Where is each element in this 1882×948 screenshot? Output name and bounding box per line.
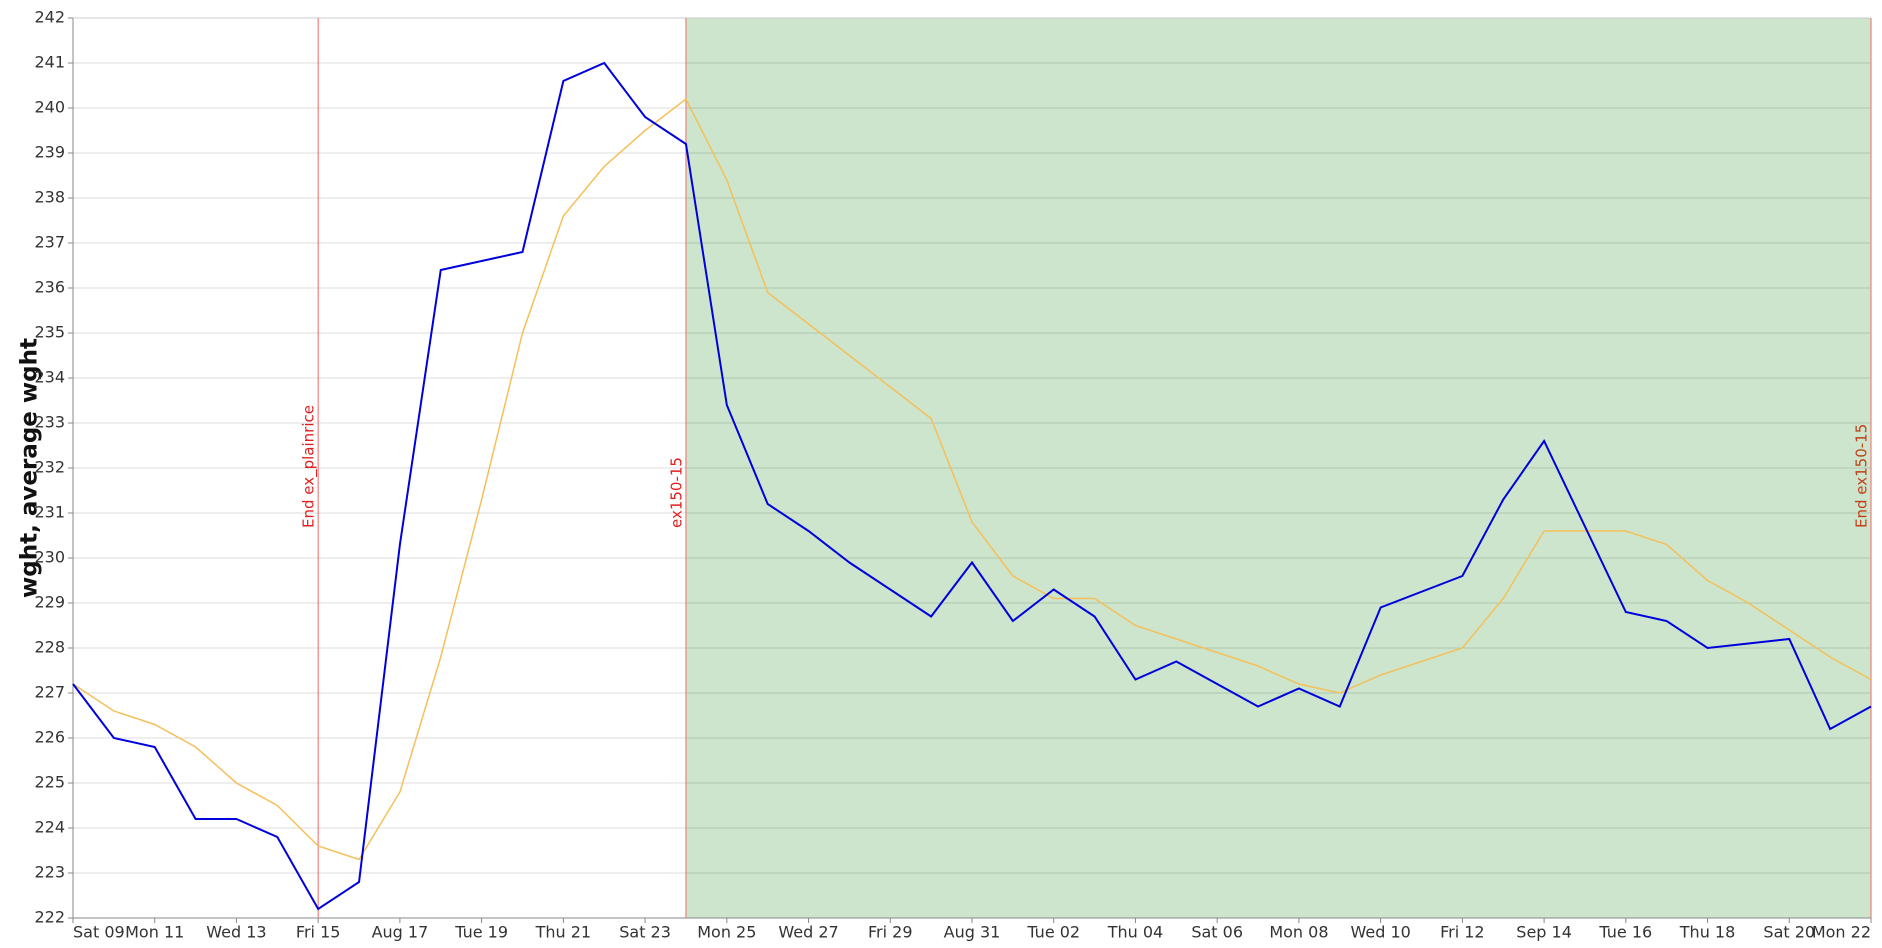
x-tick-label: Aug 31 bbox=[944, 923, 1001, 942]
y-tick-label: 234 bbox=[34, 368, 65, 387]
y-tick-label: 238 bbox=[34, 188, 65, 207]
y-tick-label: 227 bbox=[34, 683, 65, 702]
x-tick-label: Fri 12 bbox=[1440, 923, 1485, 942]
annotation-label: End ex_plainrice bbox=[300, 405, 319, 528]
x-tick-label: Fri 15 bbox=[296, 923, 341, 942]
x-tick-label: Wed 27 bbox=[778, 923, 838, 942]
x-tick-label: Sat 06 bbox=[1191, 923, 1243, 942]
x-tick-label: Thu 04 bbox=[1107, 923, 1164, 942]
data-line bbox=[72, 97, 1872, 861]
y-tick-label: 228 bbox=[34, 638, 65, 657]
x-tick-label: Sat 23 bbox=[619, 923, 671, 942]
y-tick-label: 225 bbox=[34, 773, 65, 792]
annotation-label: ex150-15 bbox=[667, 457, 685, 528]
data-line bbox=[72, 61, 1872, 911]
x-tick-label: Sat 09 bbox=[73, 923, 125, 942]
y-tick-label: 233 bbox=[34, 413, 65, 432]
x-tick-label: Tue 16 bbox=[1598, 923, 1652, 942]
x-tick-label: Tue 02 bbox=[1026, 923, 1080, 942]
y-tick-label: 231 bbox=[34, 503, 65, 522]
y-tick-label: 226 bbox=[34, 728, 65, 747]
y-tick-label: 242 bbox=[34, 8, 65, 27]
y-tick-label: 240 bbox=[34, 98, 65, 117]
x-tick-label: Fri 29 bbox=[868, 923, 913, 942]
y-tick-label: 241 bbox=[34, 53, 65, 72]
x-tick-label: Aug 17 bbox=[372, 923, 429, 942]
x-tick-label: Thu 21 bbox=[535, 923, 592, 942]
x-tick-label: Mon 25 bbox=[697, 923, 756, 942]
x-tick-label: Mon 22 bbox=[1812, 923, 1871, 942]
y-tick-label: 224 bbox=[34, 818, 65, 837]
x-tick-label: Wed 13 bbox=[206, 923, 266, 942]
y-tick-label: 236 bbox=[34, 278, 65, 297]
x-tick-label: Tue 19 bbox=[454, 923, 508, 942]
x-tick-label: Wed 10 bbox=[1350, 923, 1410, 942]
y-tick-label: 237 bbox=[34, 233, 65, 252]
shaded-region bbox=[685, 18, 1871, 918]
y-tick-label: 229 bbox=[34, 593, 65, 612]
y-tick-label: 223 bbox=[34, 863, 65, 882]
y-tick-label: 239 bbox=[34, 143, 65, 162]
annotation-label: End ex150-15 bbox=[1853, 424, 1871, 528]
y-tick-label: 232 bbox=[34, 458, 65, 477]
x-tick-label: Thu 18 bbox=[1679, 923, 1736, 942]
y-axis-label: wght, average wght bbox=[17, 338, 43, 598]
y-tick-label: 230 bbox=[34, 548, 65, 567]
x-tick-label: Sep 14 bbox=[1516, 923, 1572, 942]
x-tick-label: Mon 11 bbox=[125, 923, 184, 942]
x-tick-label: Sat 20 bbox=[1763, 923, 1815, 942]
x-tick-label: Mon 08 bbox=[1269, 923, 1328, 942]
y-tick-label: 222 bbox=[34, 908, 65, 927]
y-tick-label: 235 bbox=[34, 323, 65, 342]
